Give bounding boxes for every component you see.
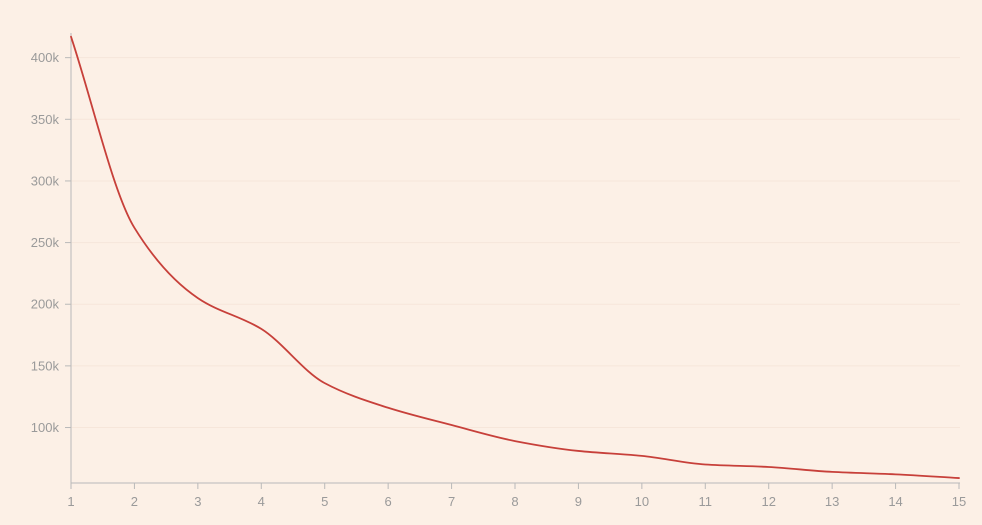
- x-tick-label-1: 2: [131, 494, 138, 509]
- x-tick-label-13: 14: [888, 494, 902, 509]
- x-tick-label-4: 5: [321, 494, 328, 509]
- y-tick-label-5: 350k: [31, 112, 60, 127]
- x-tick-label-7: 8: [511, 494, 518, 509]
- x-tick-label-0: 1: [67, 494, 74, 509]
- axes: [70, 33, 960, 484]
- y-tick-label-6: 400k: [31, 50, 60, 65]
- y-tick-label-3: 250k: [31, 235, 60, 250]
- y-tick-label-4: 300k: [31, 173, 60, 188]
- x-tick-label-3: 4: [258, 494, 265, 509]
- x-tick-label-9: 10: [635, 494, 649, 509]
- y-tick-label-1: 150k: [31, 358, 60, 373]
- x-tick-label-5: 6: [385, 494, 392, 509]
- x-tick-label-12: 13: [825, 494, 839, 509]
- x-tick-label-14: 15: [952, 494, 966, 509]
- series-line-0: [70, 35, 960, 479]
- y-tick-label-0: 100k: [31, 420, 60, 435]
- grid-lines: [71, 57, 960, 429]
- x-tick-label-6: 7: [448, 494, 455, 509]
- x-tick-label-8: 9: [575, 494, 582, 509]
- x-tick-label-10: 11: [699, 494, 713, 509]
- x-axis-ticks: 1 2 3 4 5 6 7 8 9 10 11 12 13 14 15: [67, 483, 966, 509]
- x-tick-label-2: 3: [194, 494, 201, 509]
- x-tick-label-11: 12: [761, 494, 775, 509]
- series-group: [70, 35, 960, 479]
- y-tick-label-2: 200k: [31, 297, 60, 312]
- y-axis-ticks: 100k 150k 200k 250k 300k 350k 400k: [31, 50, 71, 435]
